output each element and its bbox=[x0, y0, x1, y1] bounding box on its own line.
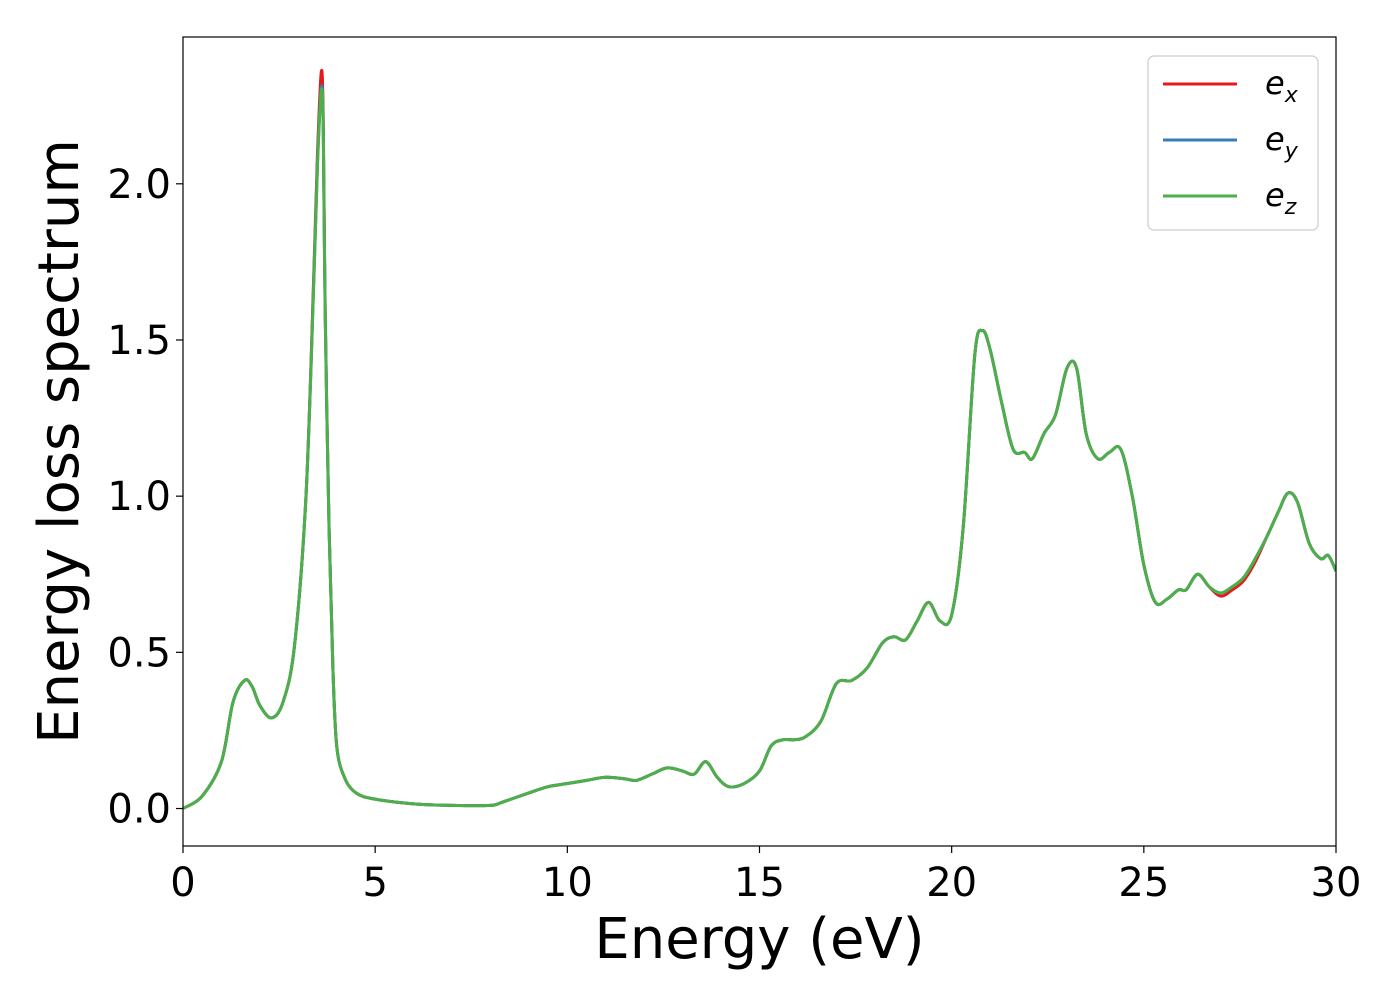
legend: ex ey ez bbox=[1147, 55, 1319, 231]
x-axis: 0 5 10 15 20 25 30 bbox=[170, 846, 1361, 906]
x-tick-label: 25 bbox=[1118, 860, 1169, 906]
x-tick-label: 30 bbox=[1311, 860, 1362, 906]
y-tick-label: 0.0 bbox=[107, 787, 171, 833]
y-tick-label: 0.5 bbox=[107, 630, 171, 676]
y-axis: 0.0 0.5 1.0 1.5 2.0 bbox=[107, 162, 183, 833]
x-axis-label: Energy (eV) bbox=[594, 907, 924, 972]
x-tick-label: 5 bbox=[362, 860, 387, 906]
y-tick-label: 2.0 bbox=[107, 162, 171, 208]
x-tick-label: 20 bbox=[926, 860, 977, 906]
y-axis-label: Energy loss spectrum bbox=[27, 139, 92, 744]
legend-label-x: ex bbox=[1265, 64, 1299, 108]
legend-label-y: ey bbox=[1265, 120, 1299, 164]
x-tick-label: 10 bbox=[542, 860, 593, 906]
x-tick-label: 15 bbox=[734, 860, 785, 906]
series-line-z bbox=[183, 87, 1336, 810]
x-tick-label: 0 bbox=[170, 860, 195, 906]
y-tick-label: 1.0 bbox=[107, 474, 171, 520]
legend-label-z: ez bbox=[1265, 176, 1297, 220]
legend-box bbox=[1147, 55, 1319, 231]
series-layer bbox=[183, 68, 1336, 810]
y-tick-label: 1.5 bbox=[107, 318, 171, 364]
